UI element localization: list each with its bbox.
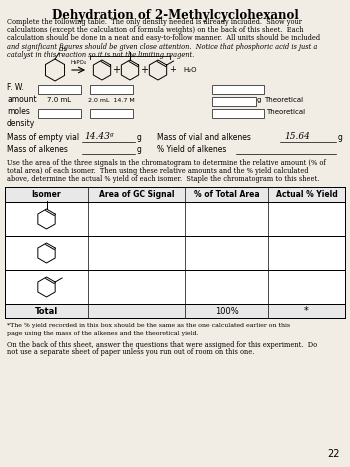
Text: total area) of each isomer.  Then using these relative amounts and the % yield c: total area) of each isomer. Then using t… xyxy=(7,167,308,175)
Text: 100%: 100% xyxy=(215,306,238,316)
Text: 7.0 mL: 7.0 mL xyxy=(48,97,71,103)
Text: Mass of empty vial: Mass of empty vial xyxy=(7,134,79,142)
Bar xyxy=(38,108,81,118)
Text: H₃PO₄: H₃PO₄ xyxy=(70,60,86,65)
Text: Use the area of the three signals in the chromatogram to determine the relative : Use the area of the three signals in the… xyxy=(7,159,326,167)
Text: Mass of vial and alkenes: Mass of vial and alkenes xyxy=(157,134,251,142)
Text: g: g xyxy=(338,134,343,142)
Text: +: + xyxy=(112,65,120,75)
Bar xyxy=(5,236,345,270)
Bar xyxy=(212,108,264,118)
Text: % Yield of alkenes: % Yield of alkenes xyxy=(157,146,226,155)
Bar xyxy=(5,270,345,304)
Text: not use a separate sheet of paper unless you run out of room on this one.: not use a separate sheet of paper unless… xyxy=(7,348,254,356)
Text: Mass of alkenes: Mass of alkenes xyxy=(7,146,68,155)
Bar xyxy=(5,304,345,318)
Text: calculations (except the calculation of formula weights) on the back of this she: calculations (except the calculation of … xyxy=(7,26,304,34)
Text: Complete the following table.  The only density needed is already included.  Sho: Complete the following table. The only d… xyxy=(7,18,302,26)
Text: Actual % Yield: Actual % Yield xyxy=(276,190,337,199)
Bar xyxy=(90,85,133,93)
Text: amount: amount xyxy=(7,95,37,105)
Bar xyxy=(38,85,81,93)
Text: Dehydration of 2-Methylcyclohexanol: Dehydration of 2-Methylcyclohexanol xyxy=(52,9,298,22)
Text: F. W.: F. W. xyxy=(7,84,24,92)
Bar xyxy=(212,97,256,106)
Text: +: + xyxy=(140,65,148,75)
Text: page using the mass of the alkenes and the theoretical yield.: page using the mass of the alkenes and t… xyxy=(7,331,199,335)
Bar xyxy=(5,202,345,236)
Text: g: g xyxy=(137,146,142,155)
Text: Theoretical: Theoretical xyxy=(266,109,305,115)
Text: above, determine the actual % yield of each isomer.  Staple the chromatogram to : above, determine the actual % yield of e… xyxy=(7,175,319,183)
Text: 15.64: 15.64 xyxy=(284,132,310,141)
Text: density: density xyxy=(7,120,35,128)
Text: 22: 22 xyxy=(328,449,340,459)
Text: Isomer: Isomer xyxy=(32,190,61,199)
Text: Total: Total xyxy=(35,306,58,316)
Text: Theoretical: Theoretical xyxy=(264,97,303,103)
Text: +: + xyxy=(169,65,176,75)
Text: *: * xyxy=(304,306,309,316)
Text: H₂O: H₂O xyxy=(183,67,196,73)
Text: g: g xyxy=(257,97,261,103)
Bar xyxy=(5,187,345,202)
Text: Area of GC Signal: Area of GC Signal xyxy=(99,190,174,199)
Text: *The % yield recorded in this box should be the same as the one calculated earli: *The % yield recorded in this box should… xyxy=(7,323,290,328)
Text: catalyst in this reaction so it is not the limiting reagent.: catalyst in this reaction so it is not t… xyxy=(7,51,194,59)
Text: calculation should be done in a neat and easy-to-follow manner.  All units shoul: calculation should be done in a neat and… xyxy=(7,35,320,42)
Text: OH: OH xyxy=(59,47,67,52)
Text: On the back of this sheet, answer the questions that were assigned for this expe: On the back of this sheet, answer the qu… xyxy=(7,341,317,349)
Text: 14.43ᵍ: 14.43ᵍ xyxy=(84,132,113,141)
Text: 2.0 mL  14.7 M: 2.0 mL 14.7 M xyxy=(88,98,135,102)
Bar xyxy=(212,85,264,93)
Text: moles: moles xyxy=(7,107,30,116)
Bar xyxy=(90,108,133,118)
Text: g: g xyxy=(137,134,142,142)
Text: and significant figures should be given close attention.  Notice that phosphoric: and significant figures should be given … xyxy=(7,42,317,50)
Text: % of Total Area: % of Total Area xyxy=(194,190,259,199)
